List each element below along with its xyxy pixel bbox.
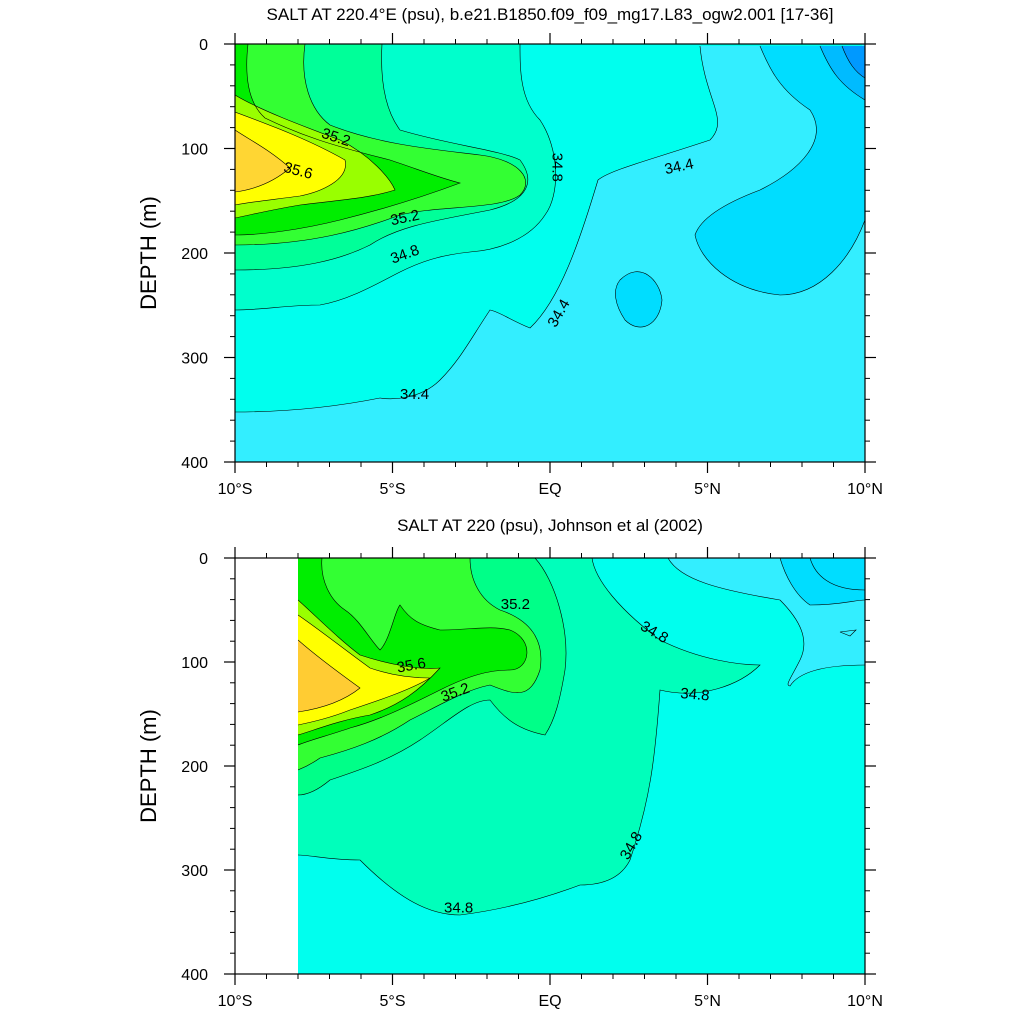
y-axis-title: DEPTH (m) (136, 709, 161, 823)
tick-marks: 10°S 5°S EQ 5°N 10°N 0 100 200 300 400 (181, 33, 883, 498)
contour-field (298, 558, 865, 974)
y-tick-label: 400 (181, 967, 208, 984)
contour-label: 35.6 (395, 655, 427, 677)
y-axis-title: DEPTH (m) (136, 196, 161, 310)
contour-label: 34.4 (663, 155, 695, 178)
panel-observed-salinity: SALT AT 220 (psu), Johnson et al (2002) (136, 516, 883, 1010)
y-tick-label: 200 (181, 246, 208, 263)
y-tick-label: 0 (199, 551, 208, 568)
x-tick-label: 5°N (694, 993, 721, 1010)
contour-label: 34.4 (400, 386, 429, 403)
x-tick-label: 5°S (380, 993, 406, 1010)
chart-title: SALT AT 220.4°E (psu), b.e21.B1850.f09_f… (267, 5, 834, 24)
x-tick-label: 10°N (847, 993, 883, 1010)
x-tick-label: EQ (538, 481, 561, 498)
x-tick-label: EQ (538, 993, 561, 1010)
y-tick-label: 0 (199, 37, 208, 54)
tick-marks: 10°S 5°S EQ 5°N 10°N 0 100 200 300 400 (181, 547, 883, 1010)
y-tick-label: 100 (181, 655, 208, 672)
x-tick-label: 10°S (218, 993, 253, 1010)
y-tick-label: 100 (181, 142, 208, 159)
chart-title: SALT AT 220 (psu), Johnson et al (2002) (397, 516, 703, 535)
contour-label: 35.6 (282, 159, 315, 183)
x-tick-label: 10°N (847, 481, 883, 498)
panel-model-salinity: SALT AT 220.4°E (psu), b.e21.B1850.f09_f… (136, 5, 883, 498)
x-tick-label: 5°S (380, 481, 406, 498)
contour-label: 35.2 (501, 596, 530, 613)
contour-label: 34.8 (444, 899, 473, 916)
x-tick-label: 10°S (218, 481, 253, 498)
contour-field (235, 44, 865, 462)
y-tick-label: 300 (181, 863, 208, 880)
contour-label: 35.2 (389, 207, 421, 230)
x-tick-label: 5°N (694, 481, 721, 498)
contour-label: 34.8 (680, 685, 711, 704)
y-tick-label: 200 (181, 759, 208, 776)
y-tick-label: 300 (181, 351, 208, 368)
contour-label: 34.8 (548, 153, 565, 182)
y-tick-label: 400 (181, 455, 208, 472)
